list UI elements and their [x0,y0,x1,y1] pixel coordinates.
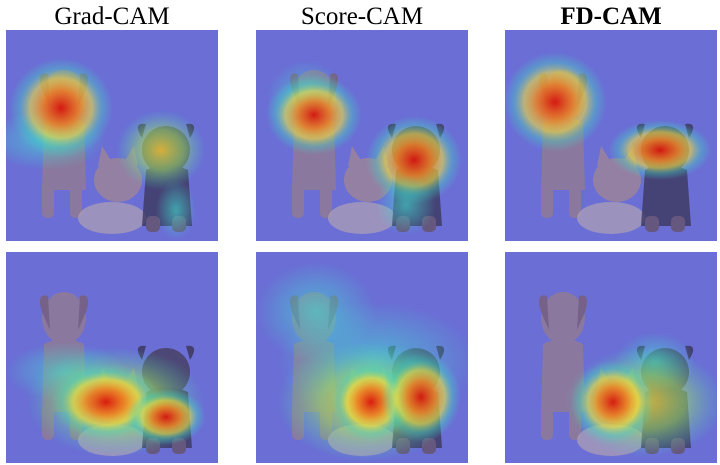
heatmap-panel [6,252,218,463]
heatmap-panel [6,30,218,241]
heatmap-panel [256,30,468,241]
column-title-fd-cam: FD-CAM [560,3,662,30]
heatmap-panel [505,30,717,241]
heatmap-image [6,30,218,241]
heatmap-image [256,252,468,463]
heatmap-image [505,30,717,241]
heatmap-image [6,252,218,463]
column-title-grad-cam: Grad-CAM [54,3,170,30]
heatmap-image [256,30,468,241]
column-title-score-cam: Score-CAM [300,3,424,30]
heatmap-image [505,252,717,463]
heatmap-panel [256,252,468,463]
heatmap-panel [505,252,717,463]
